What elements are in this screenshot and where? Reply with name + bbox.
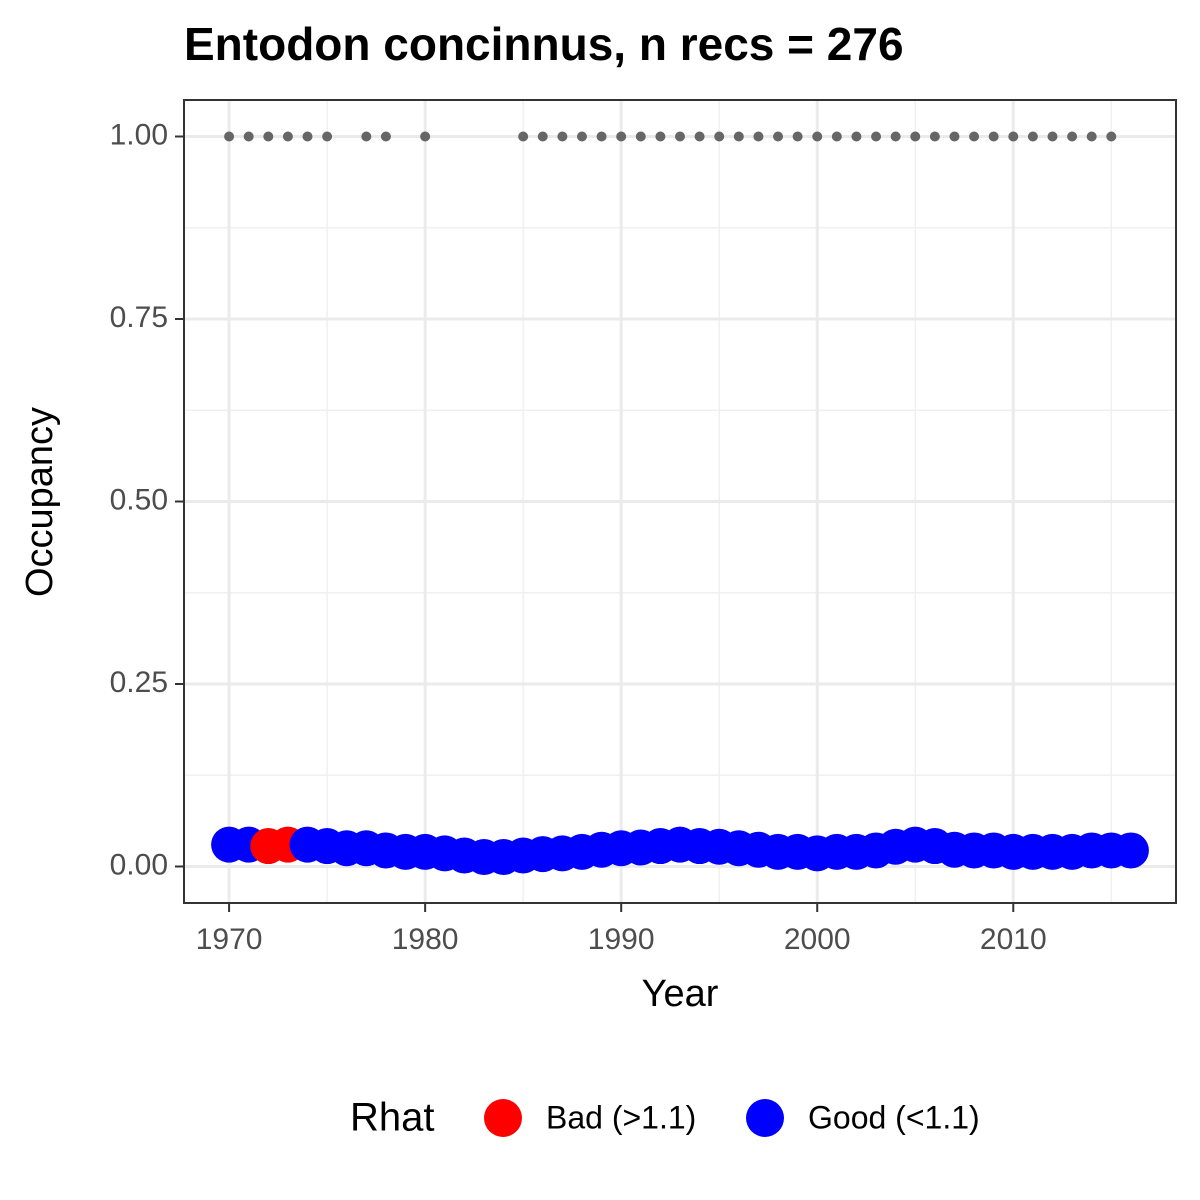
x-tick-label: 1980 <box>392 923 459 956</box>
record-point <box>733 131 744 142</box>
record-point <box>1047 131 1058 142</box>
record-point <box>243 131 254 142</box>
record-point <box>773 131 784 142</box>
record-point <box>714 131 725 142</box>
x-axis-title: Year <box>642 973 719 1015</box>
record-point <box>596 131 607 142</box>
record-point <box>635 131 646 142</box>
record-point <box>949 131 960 142</box>
record-point <box>792 131 803 142</box>
record-point <box>224 131 235 142</box>
legend-label: Bad (>1.1) <box>546 1099 696 1135</box>
y-tick-label: 1.00 <box>110 118 168 151</box>
record-point <box>361 131 372 142</box>
legend-swatch <box>746 1099 784 1137</box>
record-point <box>831 131 842 142</box>
legend-label: Good (<1.1) <box>808 1099 980 1135</box>
record-point <box>812 131 823 142</box>
record-point <box>851 131 862 142</box>
x-tick-label: 1970 <box>196 923 263 956</box>
y-tick-label: 0.25 <box>110 666 168 699</box>
record-point <box>518 131 529 142</box>
x-tick-label: 1990 <box>588 923 655 956</box>
record-point <box>753 131 764 142</box>
record-point <box>1106 131 1117 142</box>
record-point <box>675 131 685 142</box>
record-point <box>420 131 431 142</box>
record-point <box>694 131 705 142</box>
record-point <box>655 131 666 142</box>
record-point <box>380 131 391 142</box>
record-point <box>1086 131 1097 142</box>
plot-border <box>183 99 1177 904</box>
y-axis-title: Occupancy <box>19 407 61 597</box>
record-point <box>1067 131 1078 142</box>
record-point <box>302 131 313 142</box>
record-point <box>969 131 980 142</box>
record-point <box>1027 131 1038 142</box>
record-point <box>576 131 587 142</box>
record-point <box>557 131 568 142</box>
record-point <box>929 131 940 142</box>
legend-title: Rhat <box>350 1096 435 1140</box>
record-point <box>988 131 999 142</box>
record-point <box>537 131 548 142</box>
x-tick-label: 2000 <box>784 923 851 956</box>
record-point <box>871 131 882 142</box>
occupancy-point <box>1112 832 1149 869</box>
record-point <box>282 131 293 142</box>
record-point <box>263 131 274 142</box>
record-point <box>890 131 901 142</box>
record-point <box>1008 131 1019 142</box>
chart-title: Entodon concinnus, n recs = 276 <box>184 18 904 70</box>
record-point <box>616 131 627 142</box>
legend-swatch <box>484 1099 522 1137</box>
y-tick-label: 0.75 <box>110 301 168 334</box>
y-tick-label: 0.00 <box>110 848 168 881</box>
x-tick-label: 2010 <box>980 923 1047 956</box>
y-tick-label: 0.50 <box>110 483 168 516</box>
record-point <box>322 131 333 142</box>
record-point <box>910 131 921 142</box>
